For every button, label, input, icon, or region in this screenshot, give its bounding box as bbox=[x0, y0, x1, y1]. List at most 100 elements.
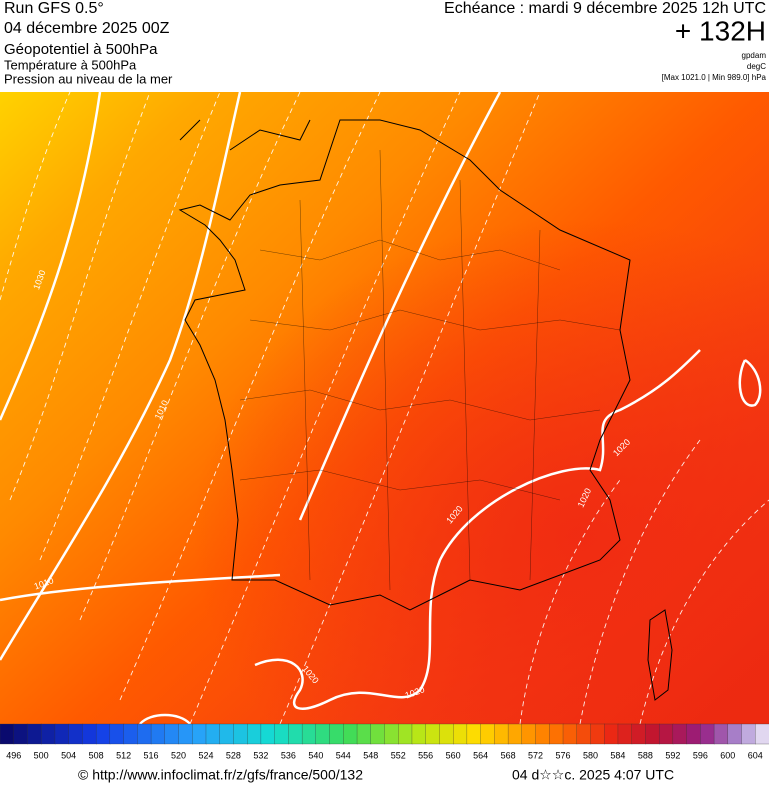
colorbar-swatch bbox=[109, 723, 125, 745]
run: 04 décembre 2025 00Z bbox=[4, 20, 170, 37]
colorbar-swatch bbox=[68, 723, 84, 745]
colorbar-swatch bbox=[274, 723, 290, 745]
lead-time: + 132H bbox=[675, 15, 766, 46]
colorbar-swatch bbox=[192, 723, 207, 745]
colorbar-swatch bbox=[205, 723, 221, 745]
colorbar-swatch bbox=[494, 723, 509, 745]
colorbar-swatch bbox=[329, 723, 344, 745]
colorbar-swatch bbox=[672, 723, 688, 745]
pressure-contours bbox=[0, 91, 762, 725]
colorbar-label: 516 bbox=[144, 750, 159, 760]
colorbar-label: 548 bbox=[363, 750, 378, 760]
colorbar-swatch bbox=[631, 723, 647, 745]
colorbar-swatch bbox=[549, 723, 564, 745]
colorbar-swatch bbox=[727, 723, 743, 745]
colorbar-swatch bbox=[617, 723, 633, 745]
colorbar-swatch bbox=[700, 723, 715, 745]
colorbar-swatch bbox=[0, 723, 15, 745]
colorbar-swatch bbox=[562, 723, 578, 745]
colorbar-label: 596 bbox=[693, 750, 708, 760]
colorbar: 496 500 504 508 512 516 520 524 528 532 536 540 544 5… bbox=[0, 723, 769, 760]
range: [Max 1021.0 | Min 989.0] hPa bbox=[662, 73, 767, 82]
colorbar-label: 552 bbox=[391, 750, 406, 760]
colorbar-swatch bbox=[439, 723, 454, 745]
colorbar-swatch bbox=[315, 723, 331, 745]
colorbar-label: 580 bbox=[583, 750, 598, 760]
colorbar-swatch bbox=[41, 723, 56, 745]
colorbar-swatch bbox=[755, 723, 769, 745]
colorbar-swatch bbox=[576, 723, 592, 745]
colorbar-swatch bbox=[343, 723, 358, 745]
model: Run GFS 0.5° bbox=[4, 0, 104, 17]
colorbar-label: 540 bbox=[308, 750, 323, 760]
colorbar-swatch bbox=[150, 723, 166, 745]
colorbar-swatch bbox=[521, 723, 537, 745]
colorbar-swatch bbox=[54, 723, 70, 745]
colorbar-label: 496 bbox=[6, 750, 21, 760]
colorbar-swatch bbox=[507, 723, 523, 745]
colorbar-label: 532 bbox=[253, 750, 268, 760]
colorbar-label: 544 bbox=[336, 750, 351, 760]
colorbar-label: 508 bbox=[89, 750, 104, 760]
unit: gpdam bbox=[742, 51, 767, 60]
field: Température à 500hPa bbox=[4, 57, 137, 72]
colorbar-label: 604 bbox=[748, 750, 763, 760]
colorbar-swatch bbox=[123, 723, 138, 745]
footer: © http://www.infoclimat.fr/z/gfs/france/… bbox=[78, 767, 674, 783]
colorbar-label: 560 bbox=[446, 750, 461, 760]
colorbar-swatch bbox=[713, 723, 729, 745]
colorbar-swatch bbox=[288, 723, 303, 745]
colorbar-swatch bbox=[370, 723, 386, 745]
colorbar-swatch bbox=[686, 723, 701, 745]
field: Géopotentiel à 500hPa bbox=[4, 41, 158, 58]
colorbar-swatch bbox=[95, 723, 111, 745]
colorbar-swatch bbox=[164, 723, 180, 745]
colorbar-label: 556 bbox=[418, 750, 433, 760]
map bbox=[0, 91, 769, 725]
colorbar-swatch bbox=[741, 723, 756, 745]
unit: degC bbox=[747, 62, 766, 71]
colorbar-swatch bbox=[453, 723, 468, 745]
colorbar-swatch bbox=[384, 723, 399, 745]
colorbar-label: 576 bbox=[556, 750, 571, 760]
colorbar-label: 572 bbox=[528, 750, 543, 760]
colorbar-label: 500 bbox=[34, 750, 49, 760]
colorbar-swatch bbox=[480, 723, 496, 745]
colorbar-swatch bbox=[247, 723, 262, 745]
colorbar-swatch bbox=[178, 723, 193, 745]
colorbar-label: 568 bbox=[501, 750, 516, 760]
colorbar-swatch bbox=[425, 723, 441, 745]
colorbar-label: 592 bbox=[665, 750, 680, 760]
colorbar-label: 588 bbox=[638, 750, 653, 760]
colorbar-swatch bbox=[137, 723, 152, 745]
valid-time: Echéance : mardi 9 décembre 2025 12h UTC bbox=[444, 0, 766, 17]
colorbar-swatch bbox=[356, 723, 372, 745]
colorbar-swatch bbox=[535, 723, 550, 745]
colorbar-swatch bbox=[645, 723, 660, 745]
colorbar-swatch bbox=[260, 723, 276, 745]
colorbar-label: 520 bbox=[171, 750, 186, 760]
timestamp: 04 d☆☆c. 2025 4:07 UTC bbox=[512, 767, 674, 783]
temperature-field bbox=[0, 92, 769, 724]
field: Pression au niveau de la mer bbox=[4, 71, 173, 86]
colorbar-swatch bbox=[590, 723, 605, 745]
colorbar-swatch bbox=[82, 723, 97, 745]
geopotential-contours bbox=[0, 91, 769, 725]
colorbar-swatch bbox=[604, 723, 619, 745]
colorbar-label: 584 bbox=[610, 750, 625, 760]
colorbar-label: 504 bbox=[61, 750, 76, 760]
header: Run GFS 0.5° 04 décembre 2025 00Z Géopot… bbox=[4, 0, 767, 86]
colorbar-swatch bbox=[219, 723, 235, 745]
colorbar-swatch bbox=[27, 723, 42, 745]
colorbar-swatch bbox=[13, 723, 29, 745]
colorbar-swatch bbox=[233, 723, 248, 745]
colorbar-label: 536 bbox=[281, 750, 296, 760]
colorbar-label: 524 bbox=[198, 750, 213, 760]
colorbar-label: 528 bbox=[226, 750, 241, 760]
colorbar-swatch bbox=[398, 723, 413, 745]
colorbar-label: 600 bbox=[720, 750, 735, 760]
colorbar-swatch bbox=[658, 723, 674, 745]
departments bbox=[239, 149, 621, 591]
